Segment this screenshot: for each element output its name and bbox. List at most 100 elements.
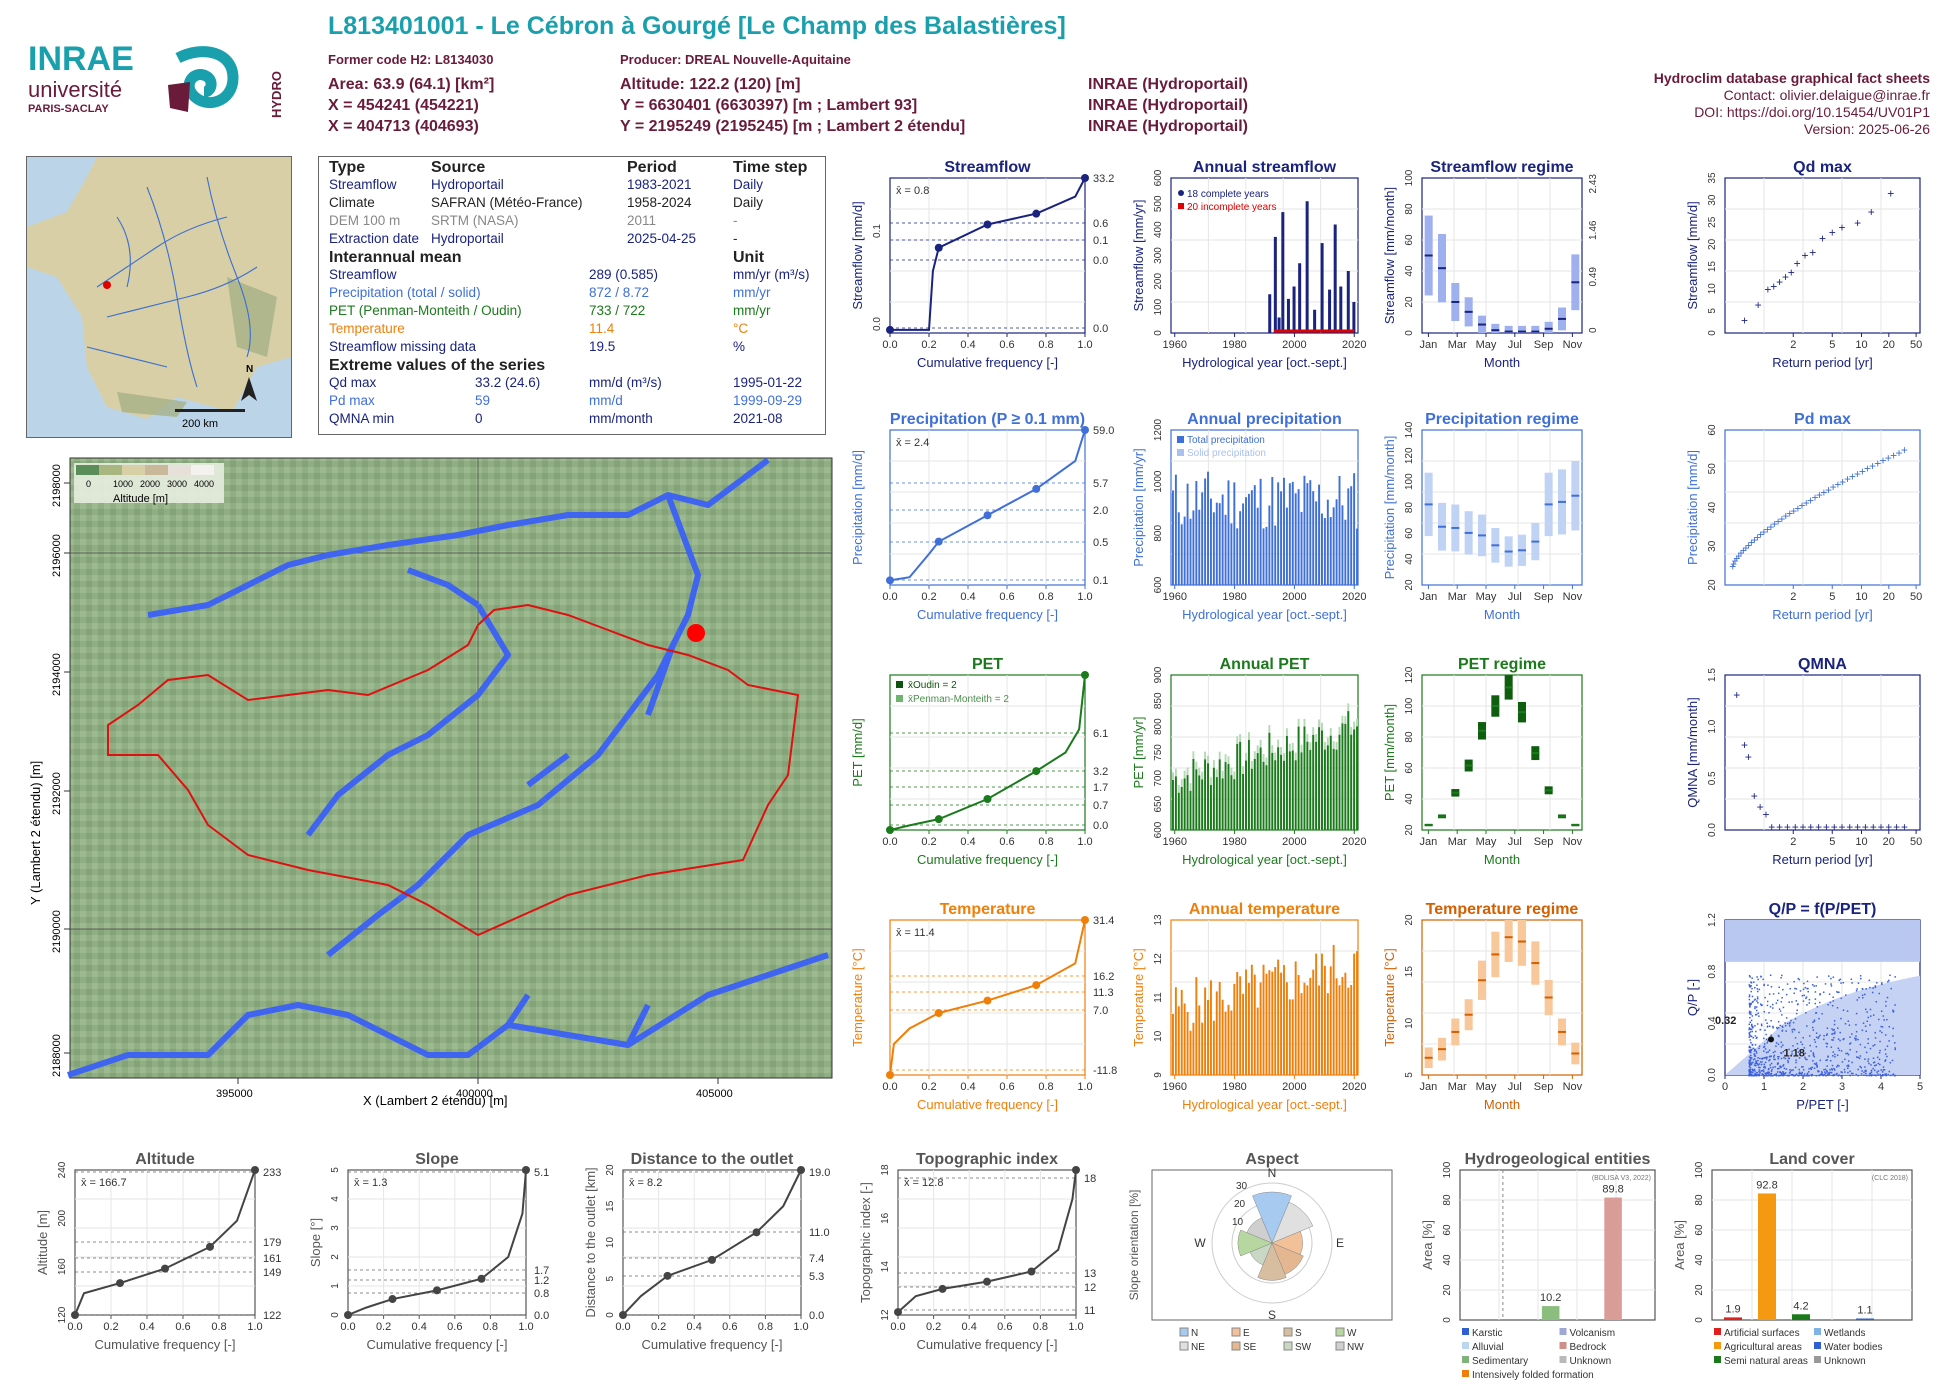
return-period-point: + (1816, 488, 1823, 502)
source-period: 2011 (627, 213, 657, 228)
qp-point (1812, 1026, 1814, 1029)
qp-point (1838, 1049, 1841, 1052)
qp-point (1779, 1071, 1781, 1074)
qp-point (1886, 996, 1889, 999)
qp-point (1809, 1044, 1811, 1047)
qp-point (1776, 1067, 1779, 1070)
doi[interactable]: DOI: https://doi.org/10.15454/UV01P1 (1694, 104, 1930, 120)
qp-point (1751, 1025, 1753, 1028)
bar (1329, 966, 1332, 1075)
qp-point (1774, 1074, 1777, 1076)
qp-point (1878, 1058, 1881, 1061)
qp-point (1812, 1029, 1815, 1031)
qp-point (1799, 990, 1802, 992)
qp-point (1881, 983, 1883, 986)
x-tick: 20 (1883, 591, 1895, 603)
return-period-point: + (1854, 820, 1861, 834)
qp-point (1789, 1071, 1792, 1073)
qp-point (1872, 1061, 1875, 1064)
y-tick: 100 (1404, 473, 1415, 490)
x-tick: 2 (1790, 836, 1796, 848)
interannual-value: 11.4 (589, 321, 615, 336)
qp-point (1751, 1068, 1753, 1071)
qp-point (1754, 1070, 1756, 1072)
legend-solid: Solid precipitation (1187, 448, 1266, 459)
qp-point (1820, 1073, 1822, 1076)
qp-point (1751, 977, 1753, 979)
qp-point (1865, 988, 1867, 990)
x-tick: 2000 (1282, 836, 1306, 848)
qp-point (1864, 1058, 1866, 1060)
qp-point (1825, 1074, 1827, 1077)
qp-point (1827, 975, 1830, 977)
qp-point (1861, 988, 1864, 990)
qp-point (1865, 1074, 1868, 1077)
cdf-quantile-point (663, 1271, 672, 1280)
qp-point (1811, 1073, 1813, 1076)
return-period-point: + (1885, 451, 1892, 465)
qp-point (1758, 1045, 1761, 1048)
logo-graphics: INRAE université PARIS-SACLAY HYDRO (28, 40, 284, 118)
x-tick: May (1476, 591, 1497, 603)
qp-point (1754, 1062, 1757, 1065)
qp-point (1795, 1059, 1797, 1061)
return-period-point: + (1869, 459, 1876, 473)
qp-point (1856, 1056, 1858, 1058)
qp-point (1749, 1064, 1751, 1067)
x-axis-label: Month (1484, 1097, 1520, 1112)
legend-swatch (1814, 1342, 1821, 1349)
return-period-point: + (1887, 187, 1894, 201)
qp-point (1782, 1006, 1785, 1009)
bar (1230, 1010, 1233, 1075)
qp-point (1808, 998, 1811, 1001)
qp-point (1885, 1005, 1887, 1007)
bar (1253, 485, 1256, 585)
quantile-label: 19.0 (809, 1167, 830, 1179)
x-tick: 1960 (1162, 836, 1186, 848)
qp-point (1778, 1026, 1780, 1029)
qp-point (1865, 1030, 1867, 1033)
bar (1273, 236, 1277, 333)
qp-point (1869, 1047, 1872, 1050)
return-period-point: + (1877, 820, 1884, 834)
qp-point (1806, 1058, 1808, 1061)
x-tick: Mar (1448, 836, 1467, 848)
x-tick: 2000 (1282, 1081, 1306, 1093)
qp-point (1749, 1028, 1752, 1031)
qp-point (1754, 1006, 1756, 1008)
catchment-map-graphics: 0 1000 2000 3000 4000 Altitude [m] 395000 400… (28, 457, 833, 1108)
cdf-quantile-point (886, 826, 894, 834)
universite-logo: université (28, 77, 122, 102)
qp-point (1751, 1030, 1754, 1033)
legend-swatch (1714, 1328, 1721, 1335)
qp-point (1767, 1071, 1769, 1073)
chart-title: Streamflow (944, 159, 1031, 176)
qp-point (1766, 1056, 1768, 1058)
quantile-label: 11.0 (809, 1227, 830, 1239)
bar (1303, 726, 1306, 830)
qp-point (1833, 1028, 1835, 1031)
bar (1315, 501, 1318, 585)
qp-point (1751, 1074, 1753, 1076)
qp-point (1788, 1072, 1791, 1074)
bar (1201, 1022, 1204, 1075)
qp-point (1782, 1065, 1784, 1067)
bar (1230, 523, 1233, 585)
y-tick: 0 (605, 1312, 616, 1318)
bar (1262, 761, 1265, 830)
y-tick: 650 (1153, 795, 1164, 812)
bar (1262, 964, 1265, 1075)
qp-point (1888, 1025, 1891, 1028)
qp-point (1866, 1011, 1868, 1013)
qp-point (1775, 1045, 1777, 1047)
qp-point (1748, 1023, 1750, 1026)
y-axis-label: Precipitation [mm/d] (850, 450, 865, 565)
qp-point (1806, 1025, 1808, 1027)
return-period-point: + (1790, 504, 1797, 518)
x-tick: 50 (1910, 591, 1922, 603)
qp-point (1824, 1071, 1826, 1073)
legend-label: NW (1347, 1342, 1364, 1353)
qp-point (1753, 1055, 1756, 1057)
bar (1201, 492, 1204, 585)
